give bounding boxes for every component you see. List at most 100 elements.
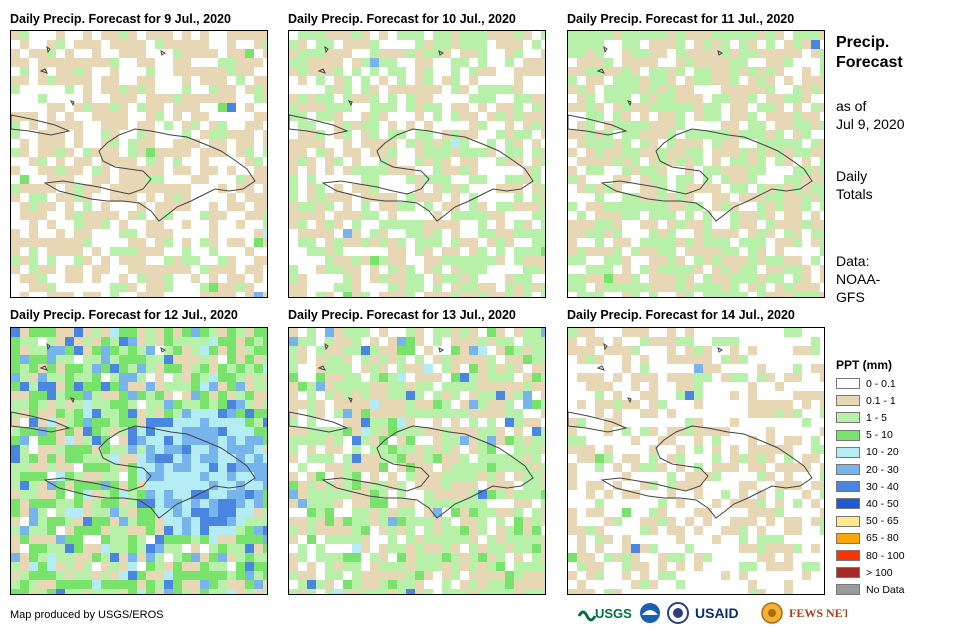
grid-cell xyxy=(532,472,541,481)
grid-cell xyxy=(649,481,658,490)
grid-cell xyxy=(254,544,263,553)
grid-cell xyxy=(74,391,83,400)
grid-cell xyxy=(721,67,730,76)
grid-cell xyxy=(451,454,460,463)
grid-cell xyxy=(586,85,595,94)
grid-cell xyxy=(703,508,712,517)
grid-cell xyxy=(532,418,541,427)
grid-cell xyxy=(496,589,505,594)
grid-cell xyxy=(694,382,703,391)
grid-cell xyxy=(101,526,110,535)
grid-cell xyxy=(577,247,586,256)
grid-cell xyxy=(307,256,316,265)
grid-cell xyxy=(388,391,397,400)
grid-cell xyxy=(137,184,146,193)
grid-cell xyxy=(119,328,128,337)
grid-cell xyxy=(263,211,267,220)
grid-cell xyxy=(47,157,56,166)
precip-grid xyxy=(568,31,824,297)
grid-cell xyxy=(397,40,406,49)
grid-cell xyxy=(784,265,793,274)
grid-cell xyxy=(182,562,191,571)
grid-cell xyxy=(83,94,92,103)
grid-cell xyxy=(65,355,74,364)
grid-cell xyxy=(523,148,532,157)
grid-cell xyxy=(658,436,667,445)
grid-cell xyxy=(541,454,545,463)
grid-cell xyxy=(577,49,586,58)
grid-cell xyxy=(101,463,110,472)
grid-cell xyxy=(11,355,20,364)
grid-cell xyxy=(316,274,325,283)
grid-cell xyxy=(532,544,541,553)
grid-cell xyxy=(739,31,748,40)
grid-cell xyxy=(793,49,802,58)
grid-cell xyxy=(505,544,514,553)
grid-cell xyxy=(128,157,137,166)
grid-cell xyxy=(712,436,721,445)
grid-cell xyxy=(101,472,110,481)
grid-cell xyxy=(757,31,766,40)
grid-cell xyxy=(811,283,820,292)
grid-cell xyxy=(245,193,254,202)
grid-cell xyxy=(649,373,658,382)
grid-cell xyxy=(523,436,532,445)
grid-cell xyxy=(712,256,721,265)
grid-cell xyxy=(370,283,379,292)
grid-cell xyxy=(802,445,811,454)
grid-cell xyxy=(595,391,604,400)
grid-cell xyxy=(685,382,694,391)
grid-cell xyxy=(173,526,182,535)
grid-cell xyxy=(218,130,227,139)
grid-cell xyxy=(92,508,101,517)
grid-cell xyxy=(11,589,20,594)
grid-cell xyxy=(568,220,577,229)
grid-cell xyxy=(218,157,227,166)
grid-cell xyxy=(514,355,523,364)
grid-cell xyxy=(667,463,676,472)
grid-cell xyxy=(505,256,514,265)
grid-cell xyxy=(343,121,352,130)
grid-cell xyxy=(254,571,263,580)
grid-cell xyxy=(370,193,379,202)
grid-cell xyxy=(694,346,703,355)
grid-cell xyxy=(370,436,379,445)
grid-cell xyxy=(101,535,110,544)
grid-cell xyxy=(101,553,110,562)
grid-cell xyxy=(155,229,164,238)
grid-cell xyxy=(613,175,622,184)
grid-cell xyxy=(424,238,433,247)
grid-cell xyxy=(469,463,478,472)
grid-cell xyxy=(505,535,514,544)
grid-cell xyxy=(227,589,236,594)
grid-cell xyxy=(11,481,20,490)
grid-cell xyxy=(649,193,658,202)
grid-cell xyxy=(218,202,227,211)
grid-cell xyxy=(146,526,155,535)
grid-cell xyxy=(478,589,487,594)
grid-cell xyxy=(757,445,766,454)
grid-cell xyxy=(424,157,433,166)
grid-cell xyxy=(451,436,460,445)
grid-cell xyxy=(793,175,802,184)
grid-cell xyxy=(128,490,137,499)
grid-cell xyxy=(469,535,478,544)
grid-cell xyxy=(802,130,811,139)
grid-cell xyxy=(379,85,388,94)
grid-cell xyxy=(173,49,182,58)
grid-cell xyxy=(74,445,83,454)
grid-cell xyxy=(334,454,343,463)
grid-cell xyxy=(245,148,254,157)
grid-cell xyxy=(523,382,532,391)
grid-cell xyxy=(451,490,460,499)
grid-cell xyxy=(110,76,119,85)
grid-cell xyxy=(352,328,361,337)
grid-cell xyxy=(164,364,173,373)
grid-cell xyxy=(442,256,451,265)
grid-cell xyxy=(757,256,766,265)
grid-cell xyxy=(793,220,802,229)
grid-cell xyxy=(218,274,227,283)
grid-cell xyxy=(65,499,74,508)
grid-cell xyxy=(137,292,146,297)
grid-cell xyxy=(649,49,658,58)
